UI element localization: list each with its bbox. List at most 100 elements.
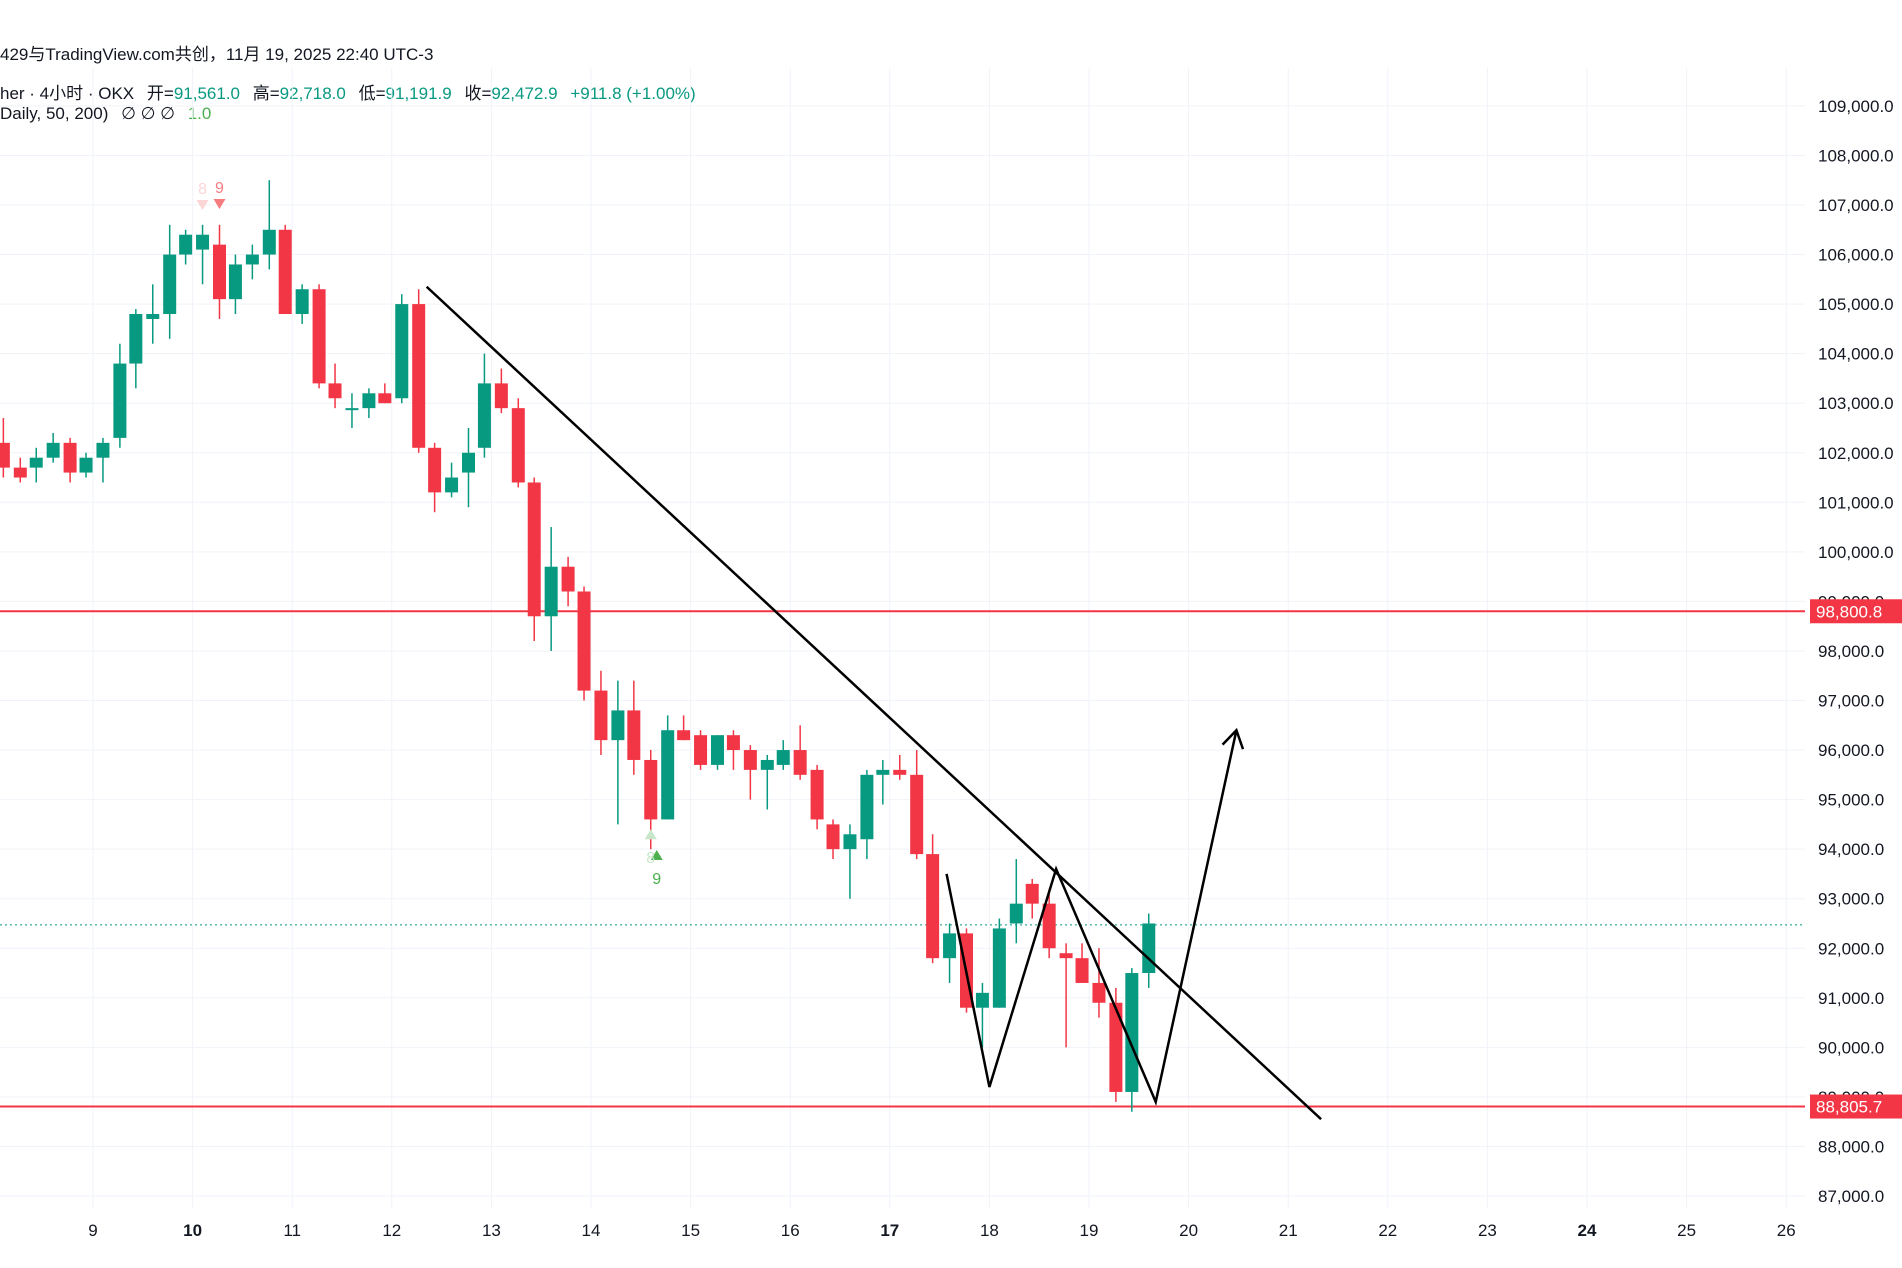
symbol-label[interactable]: her · 4小时 · OKX xyxy=(0,84,135,103)
candle-body xyxy=(461,452,475,473)
y-axis-tick-label: 106,000.0 xyxy=(1818,246,1894,265)
indicator-values: ∅ ∅ ∅ xyxy=(121,104,175,123)
candle[interactable] xyxy=(943,923,957,983)
candle[interactable] xyxy=(345,393,359,428)
pattern-path-drawing[interactable] xyxy=(945,729,1238,1106)
candle[interactable] xyxy=(760,755,774,810)
y-axis-tick-label: 92,000.0 xyxy=(1818,939,1884,958)
candle[interactable] xyxy=(527,477,541,642)
close-value: 92,472.9 xyxy=(491,84,558,103)
candle[interactable] xyxy=(776,740,790,770)
indicator-params[interactable]: Daily, 50, 200) xyxy=(0,104,109,123)
candle[interactable] xyxy=(1125,968,1139,1112)
candle[interactable] xyxy=(494,368,508,414)
candle[interactable] xyxy=(544,527,558,651)
candle-body xyxy=(1092,982,1106,1003)
candle[interactable] xyxy=(661,715,675,820)
candle[interactable] xyxy=(245,244,259,280)
candle-body xyxy=(395,304,409,399)
candle[interactable] xyxy=(826,819,840,860)
candle[interactable] xyxy=(1059,943,1073,1048)
candle-body xyxy=(412,304,426,448)
candle[interactable] xyxy=(677,715,691,741)
candle[interactable] xyxy=(1142,913,1156,988)
candle[interactable] xyxy=(0,418,10,478)
candle[interactable] xyxy=(876,759,890,805)
y-axis-tick-label: 93,000.0 xyxy=(1818,890,1884,909)
candle[interactable] xyxy=(79,452,93,478)
candle-body xyxy=(577,591,591,691)
candle[interactable] xyxy=(1092,948,1106,1018)
y-axis-tick-label: 91,000.0 xyxy=(1818,989,1884,1008)
candle[interactable] xyxy=(312,284,326,389)
candle[interactable] xyxy=(577,586,591,701)
candle[interactable] xyxy=(926,834,940,964)
candle[interactable] xyxy=(793,725,807,780)
candle[interactable] xyxy=(893,755,907,780)
candle[interactable] xyxy=(561,556,575,607)
candle[interactable] xyxy=(63,437,77,483)
candle[interactable] xyxy=(710,735,724,770)
candle[interactable] xyxy=(461,427,475,508)
x-axis-tick-label: 13 xyxy=(482,1221,501,1240)
candle[interactable] xyxy=(362,388,376,419)
candle[interactable] xyxy=(378,383,392,404)
candle[interactable] xyxy=(694,730,708,770)
candle[interactable] xyxy=(1042,888,1056,959)
candle[interactable] xyxy=(113,343,127,448)
candle-body xyxy=(328,383,342,399)
candle[interactable] xyxy=(428,442,442,513)
candle[interactable] xyxy=(295,284,309,324)
candle[interactable] xyxy=(29,447,43,483)
x-axis-tick-label: 24 xyxy=(1578,1221,1597,1240)
candle[interactable] xyxy=(228,254,242,315)
candle[interactable] xyxy=(328,363,342,409)
candle-body xyxy=(1009,903,1023,924)
candle[interactable] xyxy=(992,918,1006,1008)
candle[interactable] xyxy=(46,432,60,463)
candle-body xyxy=(0,442,10,468)
candle[interactable] xyxy=(611,680,625,825)
trendline-drawing[interactable] xyxy=(425,285,1322,1121)
candle[interactable] xyxy=(511,398,525,488)
candle[interactable] xyxy=(412,289,426,453)
candle[interactable] xyxy=(743,745,757,800)
y-axis-tick-label: 104,000.0 xyxy=(1818,345,1894,364)
candle[interactable] xyxy=(726,730,740,770)
candle[interactable] xyxy=(146,284,160,344)
candle[interactable] xyxy=(627,680,641,775)
candle[interactable] xyxy=(1009,859,1023,944)
y-axis-tick-label: 90,000.0 xyxy=(1818,1038,1884,1057)
candle[interactable] xyxy=(196,224,210,285)
candle-body xyxy=(1025,883,1039,904)
candle-body xyxy=(511,408,525,483)
candle-body xyxy=(79,457,93,473)
candle[interactable] xyxy=(860,769,874,860)
candle[interactable] xyxy=(96,437,110,483)
candle[interactable] xyxy=(13,457,27,483)
candle[interactable] xyxy=(975,982,989,1048)
candle[interactable] xyxy=(262,180,276,270)
candle[interactable] xyxy=(477,353,491,458)
candle-body xyxy=(146,314,160,319)
candle[interactable] xyxy=(278,224,292,315)
candle[interactable] xyxy=(445,462,459,498)
candle[interactable] xyxy=(843,824,857,899)
candle[interactable] xyxy=(395,294,409,404)
candle[interactable] xyxy=(129,309,143,389)
candle-body xyxy=(312,289,326,384)
candle[interactable] xyxy=(1075,943,1089,983)
candle[interactable] xyxy=(1025,878,1039,919)
candle[interactable] xyxy=(1109,987,1123,1102)
candle[interactable] xyxy=(910,750,924,860)
candle[interactable] xyxy=(810,764,824,830)
candle[interactable] xyxy=(163,224,177,339)
candle-body xyxy=(477,383,491,448)
candle[interactable] xyxy=(212,224,226,319)
indicator-legend: Daily, 50, 200) ∅ ∅ ∅ 1.0 xyxy=(0,104,211,124)
grid xyxy=(0,68,1805,1208)
candle[interactable] xyxy=(179,229,193,265)
candle[interactable] xyxy=(594,670,608,756)
y-axis-tick-label: 107,000.0 xyxy=(1818,196,1894,215)
